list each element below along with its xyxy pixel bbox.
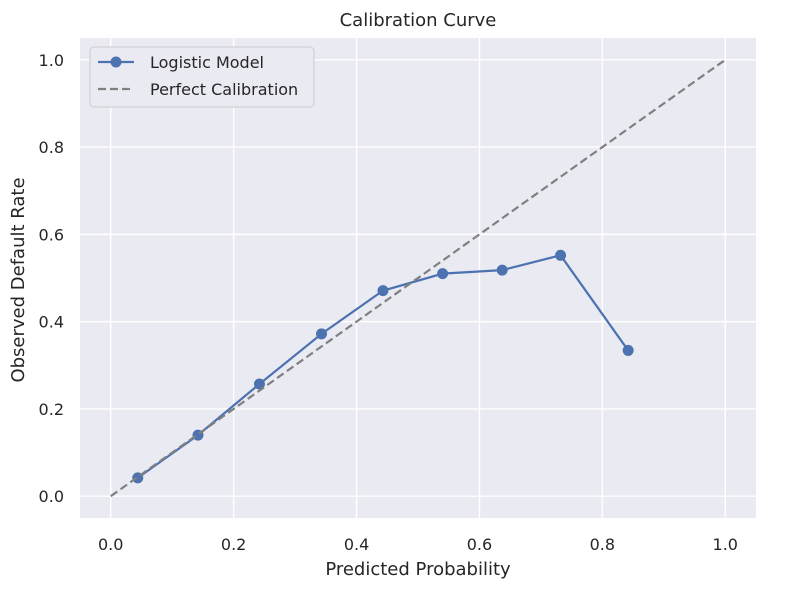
y-tick-label: 0.6 <box>39 225 64 244</box>
x-tick-label: 0.6 <box>467 535 492 554</box>
data-point <box>555 249 567 261</box>
data-point <box>253 378 265 390</box>
data-point <box>316 328 328 340</box>
x-tick-label: 0.4 <box>344 535 369 554</box>
x-tick-label: 0.2 <box>221 535 246 554</box>
y-tick-label: 0.8 <box>39 138 64 157</box>
legend-marker-swatch <box>110 56 122 68</box>
series-line <box>110 58 726 498</box>
legend: Logistic Model Perfect Calibration <box>89 46 315 108</box>
y-tick-label: 0.0 <box>39 487 64 506</box>
data-point <box>496 264 508 276</box>
y-axis-label: Observed Default Rate <box>8 177 29 382</box>
legend-entry: Logistic Model <box>98 53 264 72</box>
series-logistic-model <box>132 249 634 484</box>
y-tick-label: 0.4 <box>39 313 64 332</box>
legend-label: Perfect Calibration <box>150 80 298 99</box>
data-point <box>437 268 449 280</box>
legend-label: Logistic Model <box>150 53 264 72</box>
x-axis-label: Predicted Probability <box>325 559 511 580</box>
x-tick-label: 1.0 <box>713 535 738 554</box>
chart-title: Calibration Curve <box>340 10 497 31</box>
legend-entry: Perfect Calibration <box>98 80 298 99</box>
y-tick-label: 1.0 <box>39 51 64 70</box>
y-tick-label: 0.2 <box>39 400 64 419</box>
data-point <box>622 344 634 356</box>
data-point <box>377 285 389 297</box>
x-tick-label: 0.0 <box>98 535 123 554</box>
x-tick-label: 0.8 <box>590 535 615 554</box>
series-perfect-calibration <box>110 58 726 498</box>
legend-box <box>89 46 315 108</box>
